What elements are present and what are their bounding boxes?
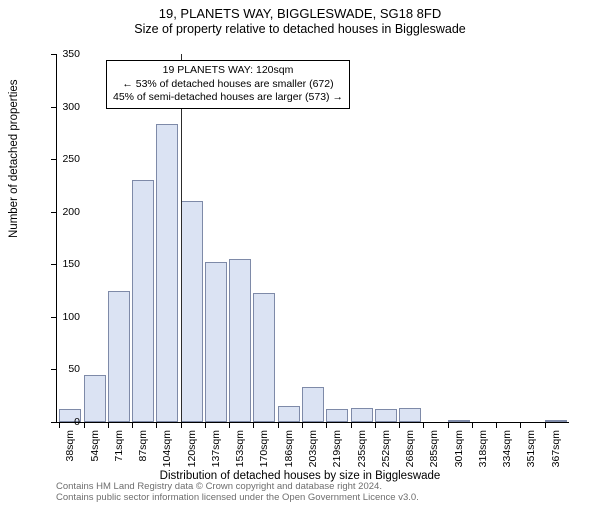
page-title: 19, PLANETS WAY, BIGGLESWADE, SG18 8FD	[0, 6, 600, 21]
histogram-bar	[132, 180, 154, 422]
histogram-bar	[545, 420, 567, 422]
x-tick-label: 153sqm	[234, 430, 246, 467]
x-tick-label: 334sqm	[501, 430, 513, 467]
x-tick-label: 285sqm	[428, 430, 440, 467]
x-tick	[132, 422, 133, 428]
x-tick	[472, 422, 473, 428]
x-tick	[351, 422, 352, 428]
x-tick	[496, 422, 497, 428]
histogram-bar	[375, 409, 397, 422]
x-tick	[326, 422, 327, 428]
x-tick-label: 120sqm	[186, 430, 198, 467]
x-tick-label: 87sqm	[137, 430, 149, 462]
x-tick	[375, 422, 376, 428]
x-tick	[108, 422, 109, 428]
y-tick-label: 300	[50, 101, 80, 113]
histogram-bar	[399, 408, 421, 422]
histogram-bar	[448, 420, 470, 422]
x-tick	[205, 422, 206, 428]
x-tick-label: 104sqm	[161, 430, 173, 467]
x-tick	[156, 422, 157, 428]
marker-line	[181, 54, 182, 422]
annotation-box: 19 PLANETS WAY: 120sqm ← 53% of detached…	[106, 60, 350, 109]
page-subtitle: Size of property relative to detached ho…	[0, 22, 600, 36]
x-tick	[448, 422, 449, 428]
x-tick	[253, 422, 254, 428]
x-tick	[229, 422, 230, 428]
histogram-bar	[278, 406, 300, 422]
x-tick-label: 318sqm	[477, 430, 489, 467]
y-tick-label: 0	[50, 416, 80, 428]
x-tick-label: 219sqm	[331, 430, 343, 467]
x-tick-label: 268sqm	[404, 430, 416, 467]
x-tick-label: 71sqm	[113, 430, 125, 462]
x-tick-label: 186sqm	[283, 430, 295, 467]
x-tick-label: 137sqm	[210, 430, 222, 467]
histogram-bar	[326, 409, 348, 422]
y-tick-label: 200	[50, 206, 80, 218]
histogram-bar	[156, 124, 178, 422]
x-tick	[520, 422, 521, 428]
histogram-bar	[351, 408, 373, 422]
y-tick-label: 350	[50, 48, 80, 60]
histogram-bar	[84, 375, 106, 422]
x-tick-label: 38sqm	[64, 430, 76, 462]
histogram-bar	[253, 293, 275, 422]
x-tick	[84, 422, 85, 428]
x-tick	[545, 422, 546, 428]
y-axis-title: Number of detached properties	[8, 79, 20, 238]
x-tick-label: 301sqm	[453, 430, 465, 467]
histogram-bar	[108, 291, 130, 422]
histogram-bar	[229, 259, 251, 422]
x-tick-label: 367sqm	[550, 430, 562, 467]
x-tick-label: 203sqm	[307, 430, 319, 467]
x-tick	[399, 422, 400, 428]
footer-attribution: Contains HM Land Registry data © Crown c…	[56, 482, 419, 504]
footer-line-2: Contains public sector information licen…	[56, 493, 419, 504]
x-tick-label: 54sqm	[89, 430, 101, 462]
annotation-line-1: 19 PLANETS WAY: 120sqm	[113, 64, 343, 78]
x-tick	[423, 422, 424, 428]
y-tick-label: 50	[50, 363, 80, 375]
y-tick-label: 100	[50, 311, 80, 323]
y-tick-label: 150	[50, 258, 80, 270]
x-tick	[302, 422, 303, 428]
x-tick	[181, 422, 182, 428]
annotation-line-2: ← 53% of detached houses are smaller (67…	[113, 78, 343, 92]
x-tick-label: 351sqm	[525, 430, 537, 467]
histogram-bar	[205, 262, 227, 422]
x-tick-label: 170sqm	[258, 430, 270, 467]
chart-plot-area	[56, 54, 569, 423]
histogram-bar	[181, 201, 203, 422]
x-tick-label: 252sqm	[380, 430, 392, 467]
histogram-bar	[302, 387, 324, 422]
annotation-line-3: 45% of semi-detached houses are larger (…	[113, 91, 343, 105]
y-tick-label: 250	[50, 153, 80, 165]
x-tick-label: 235sqm	[356, 430, 368, 467]
x-tick	[278, 422, 279, 428]
